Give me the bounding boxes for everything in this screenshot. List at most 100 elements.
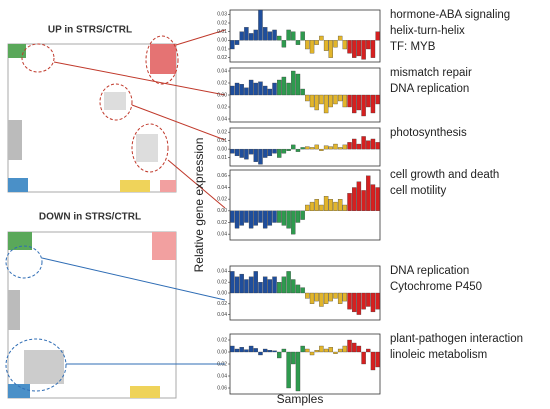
bar xyxy=(366,175,371,211)
bar xyxy=(375,94,380,105)
y-tick-label: 0.04 xyxy=(217,116,227,122)
bar xyxy=(309,40,315,54)
bar xyxy=(314,40,319,45)
y-tick-label: 0.06 xyxy=(217,173,227,179)
bar xyxy=(291,279,296,294)
y-tick-label: 0.04 xyxy=(217,68,227,74)
y-tick-label: 0.00 xyxy=(217,349,227,355)
panel-frame xyxy=(229,127,381,167)
y-tick-label: 0.06 xyxy=(217,385,227,391)
bar xyxy=(281,40,287,48)
bar xyxy=(328,146,333,150)
y-tick-label: 0.04 xyxy=(217,269,227,275)
bar xyxy=(234,82,240,96)
x-axis-label: Samples xyxy=(277,392,324,406)
bar xyxy=(337,199,343,211)
bar xyxy=(244,27,249,41)
pathway-label: helix-turn-helix xyxy=(390,25,465,37)
ellipse xyxy=(5,245,43,279)
ellipse xyxy=(21,43,55,73)
bar xyxy=(314,144,319,150)
y-tick-label: 0.02 xyxy=(217,104,227,110)
bar xyxy=(347,94,352,108)
bar xyxy=(323,145,329,150)
bar xyxy=(291,210,296,235)
bar xyxy=(375,31,380,41)
bar xyxy=(361,40,366,60)
bar xyxy=(347,142,352,150)
bar xyxy=(267,88,273,96)
y-axis-label: Relative gene expression xyxy=(192,138,206,273)
bar xyxy=(333,351,338,354)
bar xyxy=(356,181,362,211)
bar xyxy=(253,348,258,353)
bar xyxy=(267,279,273,294)
heat-block xyxy=(8,44,26,58)
y-tick-label: 0.00 xyxy=(217,38,227,44)
bar xyxy=(244,349,249,353)
bar xyxy=(328,94,333,108)
bar xyxy=(267,210,273,226)
bar xyxy=(262,148,268,158)
bar xyxy=(277,282,282,294)
bar xyxy=(248,79,254,96)
bar xyxy=(361,94,366,117)
bar xyxy=(272,350,277,353)
bar xyxy=(286,351,291,389)
bar xyxy=(305,292,310,299)
bar xyxy=(370,184,376,211)
bar xyxy=(366,94,371,108)
bar xyxy=(277,148,282,158)
bar xyxy=(295,284,301,294)
bar xyxy=(295,148,301,152)
y-tick-label: 0.00 xyxy=(217,208,227,214)
bar xyxy=(352,138,357,150)
y-tick-label: 0.02 xyxy=(217,196,227,202)
bar xyxy=(262,276,268,294)
bar xyxy=(375,142,380,150)
bar xyxy=(258,148,263,165)
bar xyxy=(281,348,287,353)
connector xyxy=(131,104,226,141)
bar xyxy=(230,345,235,353)
bar xyxy=(314,199,319,211)
bar xyxy=(300,345,305,353)
y-tick-label: 0.01 xyxy=(217,29,227,35)
bar xyxy=(286,29,291,41)
bar xyxy=(234,210,240,229)
bar xyxy=(291,351,296,365)
bar xyxy=(375,187,380,211)
pathway-label: linoleic metabolism xyxy=(390,349,487,361)
heat-block xyxy=(8,290,20,330)
bar xyxy=(300,287,305,294)
up-title: UP in STRS/CTRL xyxy=(48,25,132,36)
bar xyxy=(333,94,338,105)
bar xyxy=(319,345,324,353)
bar xyxy=(262,85,268,96)
bar xyxy=(239,148,244,158)
heat-block xyxy=(130,386,160,398)
pathway-label: TF: MYB xyxy=(390,41,436,53)
bar xyxy=(342,94,348,108)
bar xyxy=(248,345,254,353)
connector xyxy=(175,29,226,46)
heat-block xyxy=(136,134,158,162)
panel-frame xyxy=(229,169,381,241)
bar xyxy=(305,204,310,211)
y-tick-label: 0.02 xyxy=(217,220,227,226)
bar xyxy=(300,31,305,41)
bar xyxy=(277,351,282,359)
bar xyxy=(370,138,376,150)
bar xyxy=(361,136,366,150)
pathway-label: hormone-ABA signaling xyxy=(390,9,510,21)
bar xyxy=(230,271,235,294)
bar xyxy=(234,276,240,294)
bar xyxy=(286,82,291,96)
bar xyxy=(262,348,268,353)
y-tick-label: 0.04 xyxy=(217,312,227,318)
bar xyxy=(230,210,235,223)
bar xyxy=(272,148,277,154)
bar xyxy=(375,292,380,310)
bar xyxy=(356,292,362,315)
bar xyxy=(319,204,324,211)
